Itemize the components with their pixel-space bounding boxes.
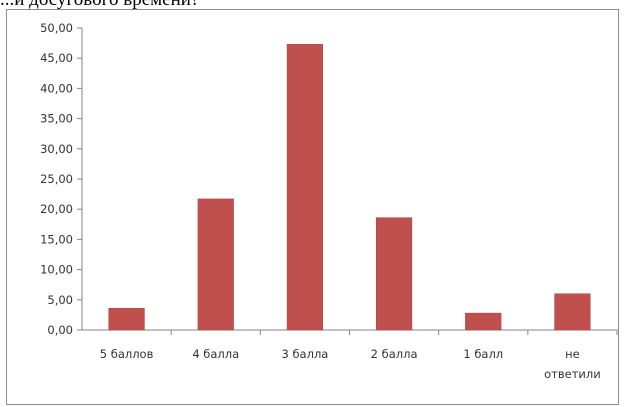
y-tick-label: 20,00: [40, 202, 73, 216]
y-tick-label: 45,00: [40, 51, 73, 65]
x-category-label: 2 балла: [371, 347, 418, 361]
x-category-label: не: [565, 347, 580, 361]
x-category-label: ответили: [544, 367, 601, 381]
bar: [108, 308, 145, 331]
y-tick-label: 50,00: [40, 21, 73, 35]
bar: [554, 293, 591, 331]
x-category-label: 5 баллов: [100, 347, 154, 361]
bar: [465, 312, 502, 331]
bar: [286, 44, 324, 331]
y-tick-label: 25,00: [40, 172, 73, 186]
y-tick-label: 0,00: [47, 323, 73, 337]
y-tick-label: 35,00: [40, 112, 73, 126]
y-tick-label: 10,00: [40, 263, 73, 277]
y-tick-label: 15,00: [40, 232, 73, 246]
y-tick-label: 5,00: [47, 293, 73, 307]
bar: [197, 198, 234, 331]
y-tick-label: 30,00: [40, 142, 73, 156]
x-category-label: 1 балл: [463, 347, 503, 361]
bar: [376, 217, 413, 331]
x-category-label: 3 балла: [281, 347, 328, 361]
x-category-label: 4 балла: [192, 347, 239, 361]
y-tick-label: 40,00: [40, 81, 73, 95]
document-caption-fragment: ...и досугового времени?: [0, 0, 199, 11]
